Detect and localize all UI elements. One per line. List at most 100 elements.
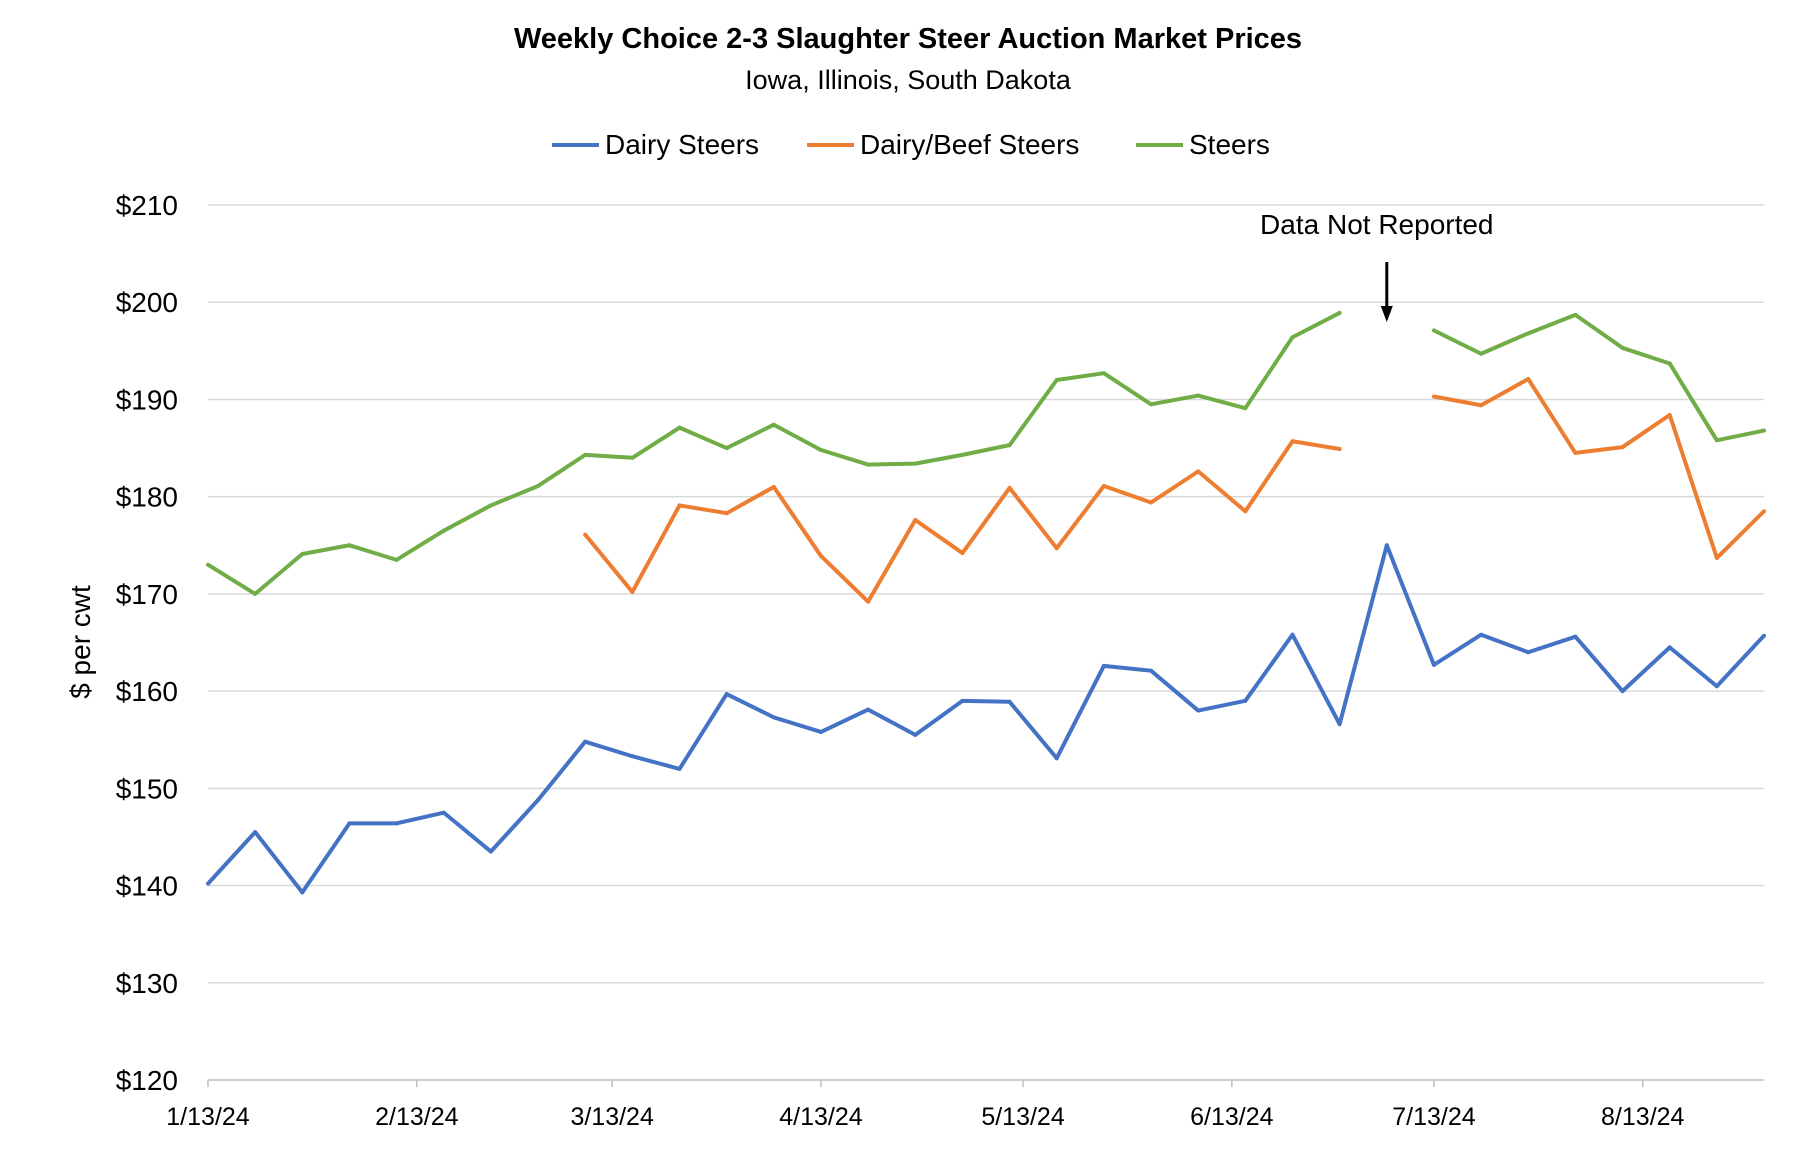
data-point: [1196, 469, 1201, 474]
y-tick-label: $190: [116, 384, 178, 415]
legend: Dairy Steers Dairy/Beef Steers Steers: [552, 129, 1270, 160]
data-point: [1007, 485, 1012, 490]
legend-label: Dairy/Beef Steers: [860, 129, 1079, 160]
data-point: [1337, 722, 1342, 727]
data-point: [1714, 684, 1719, 689]
data-point: [536, 798, 541, 802]
data-point: [1620, 689, 1625, 694]
data-point: [1479, 403, 1484, 408]
data-point: [1290, 439, 1295, 444]
data-point: [1196, 393, 1201, 398]
data-point: [206, 562, 210, 567]
data-point: [1054, 546, 1059, 551]
data-point: [771, 422, 776, 427]
data-point: [1101, 663, 1106, 668]
data-point: [818, 448, 823, 452]
data-point: [1573, 634, 1578, 639]
data-point: [1337, 310, 1342, 315]
series-line-dairy-beef-steers: [583, 439, 1340, 604]
data-point: [441, 528, 446, 533]
series-line-steers: [1433, 312, 1765, 443]
data-point: [960, 551, 965, 556]
data-point: [1149, 668, 1154, 673]
data-point: [630, 754, 635, 759]
x-tick-label: 1/13/24: [166, 1103, 250, 1131]
data-point: [300, 890, 305, 895]
x-tick-label: 7/13/24: [1392, 1103, 1476, 1131]
y-axis-label: $ per cwt: [65, 585, 96, 699]
data-point: [630, 589, 635, 594]
data-point: [1479, 351, 1484, 356]
data-point: [1479, 632, 1484, 637]
data-point: [1290, 632, 1295, 637]
series-line-steers: [206, 311, 1341, 596]
y-tick-label: $140: [116, 871, 178, 902]
data-point: [253, 830, 258, 835]
y-tick-label: $170: [116, 579, 178, 610]
data-point: [206, 881, 210, 886]
data-point: [1620, 445, 1625, 450]
series-line-dairy-beef-steers: [1433, 377, 1766, 560]
data-point: [724, 692, 729, 697]
data-point: [677, 766, 682, 771]
annotation-text: Data Not Reported: [1260, 209, 1493, 240]
data-point: [1526, 650, 1531, 655]
x-tick-label: 3/13/24: [570, 1103, 654, 1131]
data-point: [1667, 645, 1672, 650]
data-point: [347, 821, 352, 826]
gridlines: [208, 204, 1764, 1081]
y-tick-label: $180: [116, 482, 178, 513]
data-point: [818, 729, 823, 734]
data-point: [677, 503, 682, 508]
x-tick-label: 5/13/24: [981, 1103, 1065, 1131]
data-point: [771, 484, 776, 489]
y-axis-ticks: $120 $130 $140 $150 $160 $170 $180 $190 $200 $210: [116, 190, 178, 1096]
data-point: [488, 503, 493, 508]
data-point: [253, 591, 258, 596]
series-lines: [206, 310, 1766, 895]
data-point: [677, 425, 682, 430]
data-point: [818, 553, 823, 558]
data-point: [441, 810, 446, 815]
chart-subtitle: Iowa, Illinois, South Dakota: [745, 65, 1072, 95]
data-point: [1149, 500, 1154, 505]
legend-label: Dairy Steers: [605, 129, 759, 160]
chart-title: Weekly Choice 2-3 Slaughter Steer Auctio…: [514, 23, 1302, 55]
data-point: [1526, 377, 1531, 382]
data-point: [866, 599, 871, 604]
data-point: [1714, 555, 1719, 560]
data-point: [1337, 447, 1342, 452]
data-point: [913, 732, 918, 737]
data-point: [1054, 378, 1059, 382]
data-point: [1101, 483, 1106, 488]
data-point: [1243, 509, 1248, 514]
data-point: [394, 557, 399, 562]
data-point: [1290, 335, 1295, 340]
data-point: [1573, 312, 1578, 317]
data-point: [583, 739, 588, 744]
y-tick-label: $120: [116, 1065, 178, 1096]
data-point: [1762, 428, 1766, 433]
series-line-dairy-steers: [206, 543, 1766, 895]
y-tick-label: $200: [116, 287, 178, 318]
data-point: [1762, 633, 1766, 638]
data-point: [724, 511, 729, 516]
data-point: [1667, 413, 1672, 417]
legend-label: Steers: [1189, 129, 1270, 160]
data-point: [1431, 328, 1436, 333]
data-point: [724, 446, 729, 451]
data-point: [1243, 698, 1248, 703]
data-point: [913, 461, 918, 466]
y-tick-label: $130: [116, 968, 178, 999]
data-point: [1573, 450, 1578, 455]
data-point: [1007, 699, 1012, 704]
data-point: [536, 483, 541, 488]
data-point: [1054, 756, 1059, 761]
data-point: [630, 455, 635, 460]
data-point: [1384, 543, 1389, 548]
data-point: [960, 452, 965, 457]
data-point: [1620, 345, 1625, 350]
data-point: [1431, 662, 1436, 667]
data-point: [394, 821, 399, 826]
